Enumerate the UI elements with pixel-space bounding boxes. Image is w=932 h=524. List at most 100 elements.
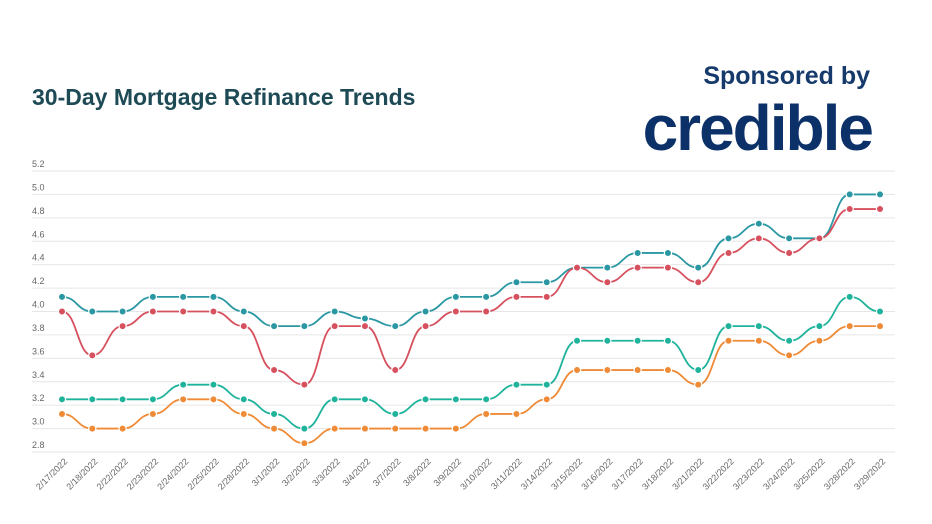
data-point [451,307,461,316]
data-point [330,307,339,316]
data-point [875,307,885,316]
data-point [118,424,127,433]
y-tick-label: 4.4 [32,253,45,263]
x-tick-label: 3/21/2022 [670,456,705,491]
x-tick-label: 3/11/2022 [489,456,524,491]
y-tick-label: 4.2 [32,276,45,286]
data-point [633,263,642,272]
data-point [724,336,733,345]
data-point [784,336,794,345]
series-line-1 [61,208,880,386]
data-point [451,292,461,302]
series-line-2 [61,295,881,430]
data-point [330,395,339,404]
x-tick-label: 3/4/2022 [341,456,373,488]
data-point [633,365,642,375]
data-point [239,395,248,404]
data-point [512,409,521,419]
x-tick-label: 3/17/2022 [610,456,645,491]
data-point [391,321,400,331]
data-point [542,292,551,302]
data-point [815,321,824,331]
data-point [118,307,127,316]
data-point [239,409,248,419]
data-point [57,292,67,302]
data-point [603,336,612,345]
x-tick-label: 3/23/2022 [731,456,766,491]
data-point [784,351,794,360]
data-point [178,292,188,302]
x-tick-label: 3/16/2022 [579,456,614,491]
data-point [572,365,582,375]
data-point [269,409,279,419]
data-point [481,307,491,316]
data-point [269,424,279,433]
data-point [754,234,764,243]
data-point [209,395,218,404]
x-tick-label: 3/29/2022 [852,456,887,491]
data-point [603,263,612,272]
x-tick-label: 3/7/2022 [371,456,403,488]
data-point [694,263,703,272]
data-point [391,365,400,375]
data-point [875,204,885,214]
data-point [603,365,612,375]
x-tick-label: 2/23/2022 [125,456,160,491]
data-point [269,321,279,331]
data-point [360,424,370,433]
y-tick-label: 4.8 [32,206,45,216]
data-point [633,248,642,258]
data-point [542,395,551,404]
data-point [178,380,188,389]
data-point [239,307,248,316]
data-point [845,292,854,302]
x-tick-label: 3/8/2022 [401,456,433,488]
data-point [300,439,309,448]
data-point [633,336,642,345]
data-point [784,234,794,243]
data-point [451,395,461,404]
data-point [421,321,430,331]
chart-title: 30-Day Mortgage Refinance Trends [32,84,416,110]
data-point [148,292,158,302]
data-point [148,307,158,316]
data-point [360,395,370,404]
x-tick-label: 2/22/2022 [95,456,130,491]
data-point [845,190,854,199]
data-point [148,395,158,404]
data-point [542,380,551,389]
y-tick-label: 4.6 [32,229,45,239]
data-point [239,321,248,331]
x-tick-label: 2/28/2022 [216,456,251,491]
x-tick-label: 2/24/2022 [155,456,190,491]
series-line-3 [61,325,880,445]
y-tick-label: 5.0 [32,182,45,192]
data-point [118,321,127,331]
data-point [663,365,673,375]
data-point [512,380,521,389]
data-point [421,424,430,433]
data-point [694,365,703,375]
data-point [875,190,885,199]
data-point [512,278,521,287]
data-point [88,395,97,404]
credible-logo: credible [642,92,874,164]
y-tick-label: 5.2 [32,159,45,169]
data-point [663,263,673,272]
y-tick-label: 2.8 [32,440,45,450]
data-point [845,321,854,331]
x-tick-label: 2/25/2022 [186,456,221,491]
data-point [57,307,67,316]
data-point [451,424,461,433]
data-point [148,409,158,419]
data-point [88,351,97,360]
data-point [815,336,824,345]
data-point [88,424,97,433]
y-tick-label: 4.0 [32,300,45,310]
y-tick-label: 3.6 [32,346,45,356]
data-point [754,321,764,331]
data-point [481,292,491,302]
data-point [209,307,218,316]
data-point [57,409,67,419]
